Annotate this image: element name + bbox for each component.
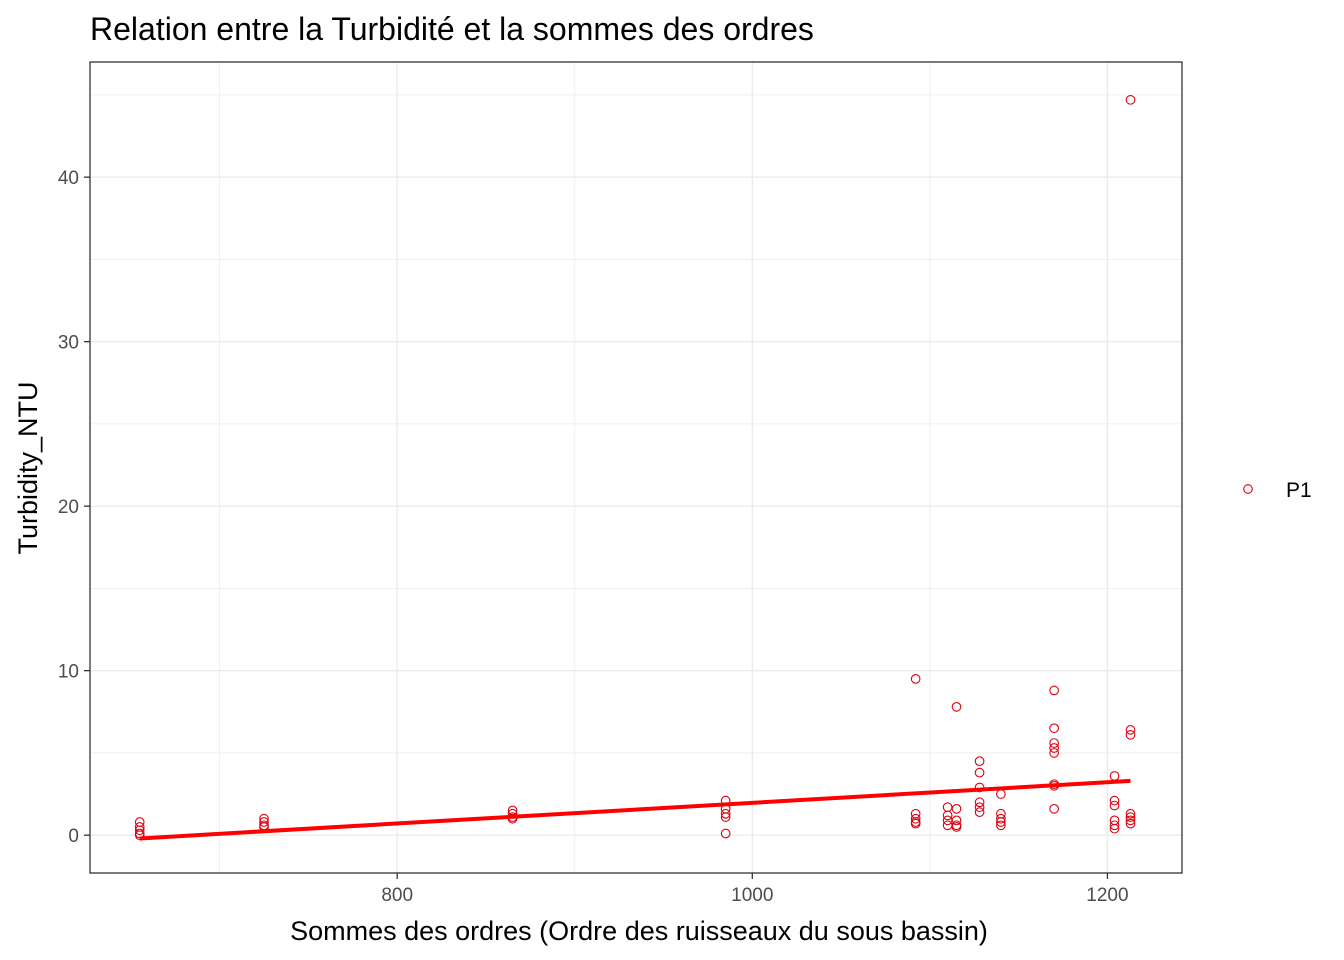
data-point bbox=[1125, 725, 1136, 735]
data-point bbox=[942, 802, 953, 813]
x-tick-label: 1200 bbox=[1086, 885, 1128, 906]
data-point bbox=[1109, 815, 1120, 826]
y-axis: 0 10 20 30 40 bbox=[58, 168, 90, 847]
legend-label-p1: P1 bbox=[1286, 479, 1312, 502]
data-point bbox=[996, 820, 1006, 831]
x-axis: 800 1000 1200 bbox=[381, 873, 1129, 906]
data-point bbox=[942, 820, 953, 831]
data-point bbox=[951, 822, 962, 832]
data-point bbox=[1125, 812, 1136, 822]
y-tick-label: 40 bbox=[58, 168, 79, 189]
fit-line bbox=[139, 778, 1131, 841]
data-point bbox=[1049, 803, 1060, 814]
data-point bbox=[910, 818, 921, 829]
data-point bbox=[720, 812, 731, 822]
data-point bbox=[1109, 823, 1120, 834]
data-point bbox=[942, 810, 953, 821]
data-points bbox=[134, 94, 1136, 841]
data-point bbox=[910, 674, 921, 684]
data-point bbox=[1125, 815, 1136, 826]
data-point bbox=[1049, 685, 1060, 696]
data-point bbox=[1049, 748, 1060, 758]
data-point bbox=[996, 813, 1006, 824]
data-point bbox=[996, 808, 1006, 819]
data-point bbox=[134, 817, 145, 827]
data-point bbox=[1109, 820, 1120, 831]
data-point bbox=[951, 702, 962, 712]
y-tick-label: 0 bbox=[68, 826, 79, 847]
data-point bbox=[134, 830, 145, 841]
data-point bbox=[134, 825, 145, 836]
data-point bbox=[996, 817, 1006, 827]
data-point bbox=[1049, 743, 1060, 753]
panel-border bbox=[89, 61, 1183, 874]
data-point bbox=[1125, 729, 1136, 740]
data-point bbox=[720, 808, 731, 819]
data-point bbox=[1049, 738, 1060, 748]
legend: P1 bbox=[1243, 479, 1312, 502]
x-tick-label: 1000 bbox=[731, 885, 773, 906]
data-point bbox=[974, 756, 985, 766]
data-point bbox=[974, 807, 985, 817]
data-point bbox=[1109, 771, 1120, 781]
data-point bbox=[910, 808, 921, 819]
y-axis-title: Turbidity_NTU bbox=[13, 381, 43, 554]
data-point bbox=[974, 802, 985, 813]
y-tick-label: 30 bbox=[58, 333, 79, 354]
x-tick-label: 800 bbox=[381, 885, 413, 906]
legend-key-p1 bbox=[1243, 484, 1253, 494]
chart-title: Relation entre la Turbidité et la sommes… bbox=[90, 11, 814, 47]
data-point bbox=[1125, 94, 1136, 105]
data-point bbox=[1049, 723, 1060, 734]
data-point bbox=[974, 797, 985, 808]
data-point bbox=[996, 789, 1006, 799]
grid-major bbox=[90, 62, 1182, 873]
x-axis-title: Sommes des ordres (Ordre des ruisseaux d… bbox=[290, 916, 988, 946]
data-point bbox=[1109, 795, 1120, 806]
data-point bbox=[942, 815, 953, 826]
grid-minor bbox=[90, 62, 1182, 873]
data-point bbox=[1109, 800, 1120, 811]
data-point bbox=[910, 813, 921, 824]
data-point bbox=[1125, 808, 1136, 819]
data-point bbox=[1125, 818, 1136, 829]
data-point bbox=[259, 817, 269, 827]
y-tick-label: 10 bbox=[58, 662, 79, 683]
data-point bbox=[951, 815, 962, 826]
data-point bbox=[974, 767, 985, 778]
data-point bbox=[951, 803, 962, 814]
data-point bbox=[720, 828, 731, 839]
y-tick-label: 20 bbox=[58, 497, 79, 518]
fit-line-layer bbox=[139, 778, 1131, 841]
